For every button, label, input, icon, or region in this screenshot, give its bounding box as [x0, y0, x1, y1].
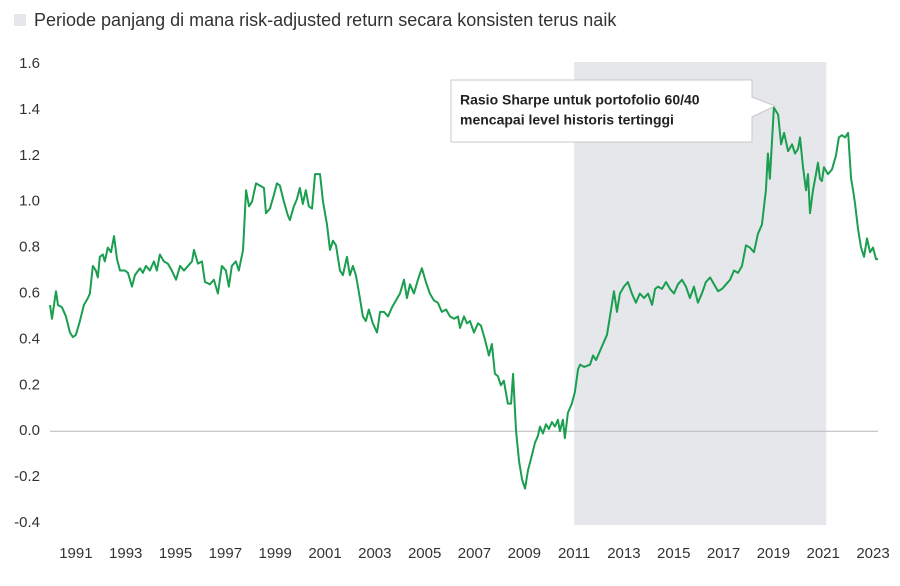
y-tick-label: 0.0 [19, 422, 40, 439]
x-tick-label: 1997 [209, 545, 242, 562]
x-tick-label: 2017 [707, 545, 740, 562]
annotation: Rasio Sharpe untuk portofolio 60/40 menca… [450, 79, 777, 143]
legend-swatch [14, 14, 26, 26]
y-tick-label: 0.4 [19, 330, 40, 347]
x-tick-label: 1999 [258, 545, 291, 562]
annotation-box [450, 79, 777, 143]
y-tick-label: 0.6 [19, 284, 40, 301]
series-line [49, 106, 878, 490]
y-tick-label: 1.6 [19, 55, 40, 72]
annotation-text: mencapai level historis tertinggi [460, 112, 674, 128]
x-tick-label: 2021 [807, 545, 840, 562]
annotation-text: Rasio Sharpe untuk portofolio 60/40 [460, 92, 700, 108]
x-tick-label: 2023 [856, 545, 889, 562]
x-tick-label: 2001 [308, 545, 341, 562]
y-tick-label: 0.2 [19, 376, 40, 393]
x-tick-label: 1993 [109, 545, 142, 562]
y-tick-label: 1.0 [19, 193, 40, 210]
x-tick-label: 1995 [159, 545, 192, 562]
y-tick-label: 0.8 [19, 239, 40, 256]
x-tick-label: 1991 [59, 545, 92, 562]
y-tick-label: -0.2 [14, 468, 40, 485]
y-tick-label: -0.4 [14, 514, 40, 531]
x-tick-label: 2013 [607, 545, 640, 562]
x-tick-label: 2019 [757, 545, 790, 562]
x-tick-label: 2015 [657, 545, 690, 562]
x-tick-label: 2007 [458, 545, 491, 562]
legend-label: Periode panjang di mana risk-adjusted re… [34, 10, 617, 30]
x-tick-label: 2003 [358, 545, 391, 562]
x-tick-label: 2005 [408, 545, 441, 562]
x-tick-label: 2011 [558, 545, 590, 562]
x-tick-label: 2009 [508, 545, 541, 562]
y-tick-label: 1.4 [19, 101, 40, 118]
y-tick-label: 1.2 [19, 147, 40, 164]
